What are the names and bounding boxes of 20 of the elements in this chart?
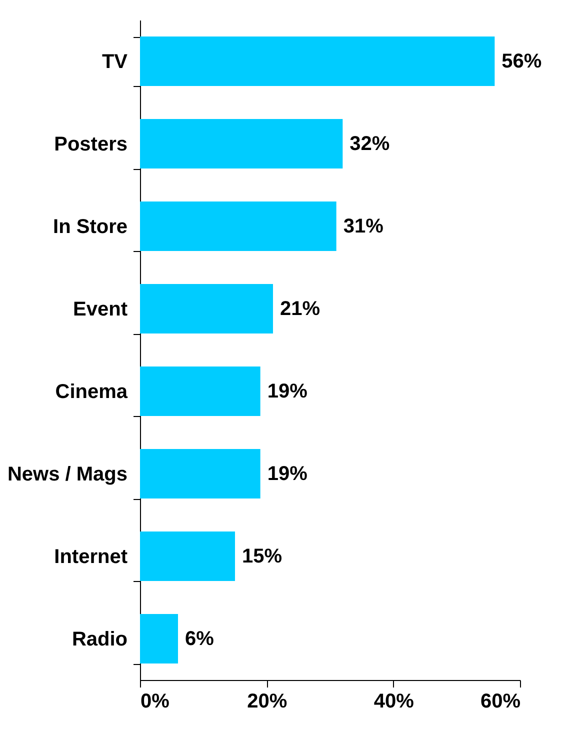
data-label: 15%	[242, 545, 282, 568]
data-label: 32%	[350, 132, 390, 155]
y-tick-label: Event	[73, 298, 128, 320]
y-tick-label: Radio	[72, 628, 128, 650]
data-label: 31%	[343, 215, 384, 238]
x-tick-label: 40%	[374, 690, 414, 712]
x-tick-label: 0%	[140, 690, 170, 712]
y-tick-label: News / Mags	[7, 463, 128, 486]
y-tick-label: In Store	[53, 216, 128, 238]
data-label: 19%	[267, 462, 308, 485]
y-tick-label: Internet	[54, 546, 128, 568]
y-tick-label: Cinema	[55, 380, 128, 403]
data-label: 21%	[280, 298, 320, 320]
data-label: 6%	[185, 628, 214, 650]
y-tick-label: Posters	[54, 133, 128, 156]
y-tick-label: TV	[102, 50, 128, 73]
data-label: 19%	[267, 380, 308, 402]
x-tick-label: 20%	[247, 690, 288, 712]
data-label: 56%	[502, 50, 542, 72]
x-tick-label: 60%	[480, 690, 521, 712]
